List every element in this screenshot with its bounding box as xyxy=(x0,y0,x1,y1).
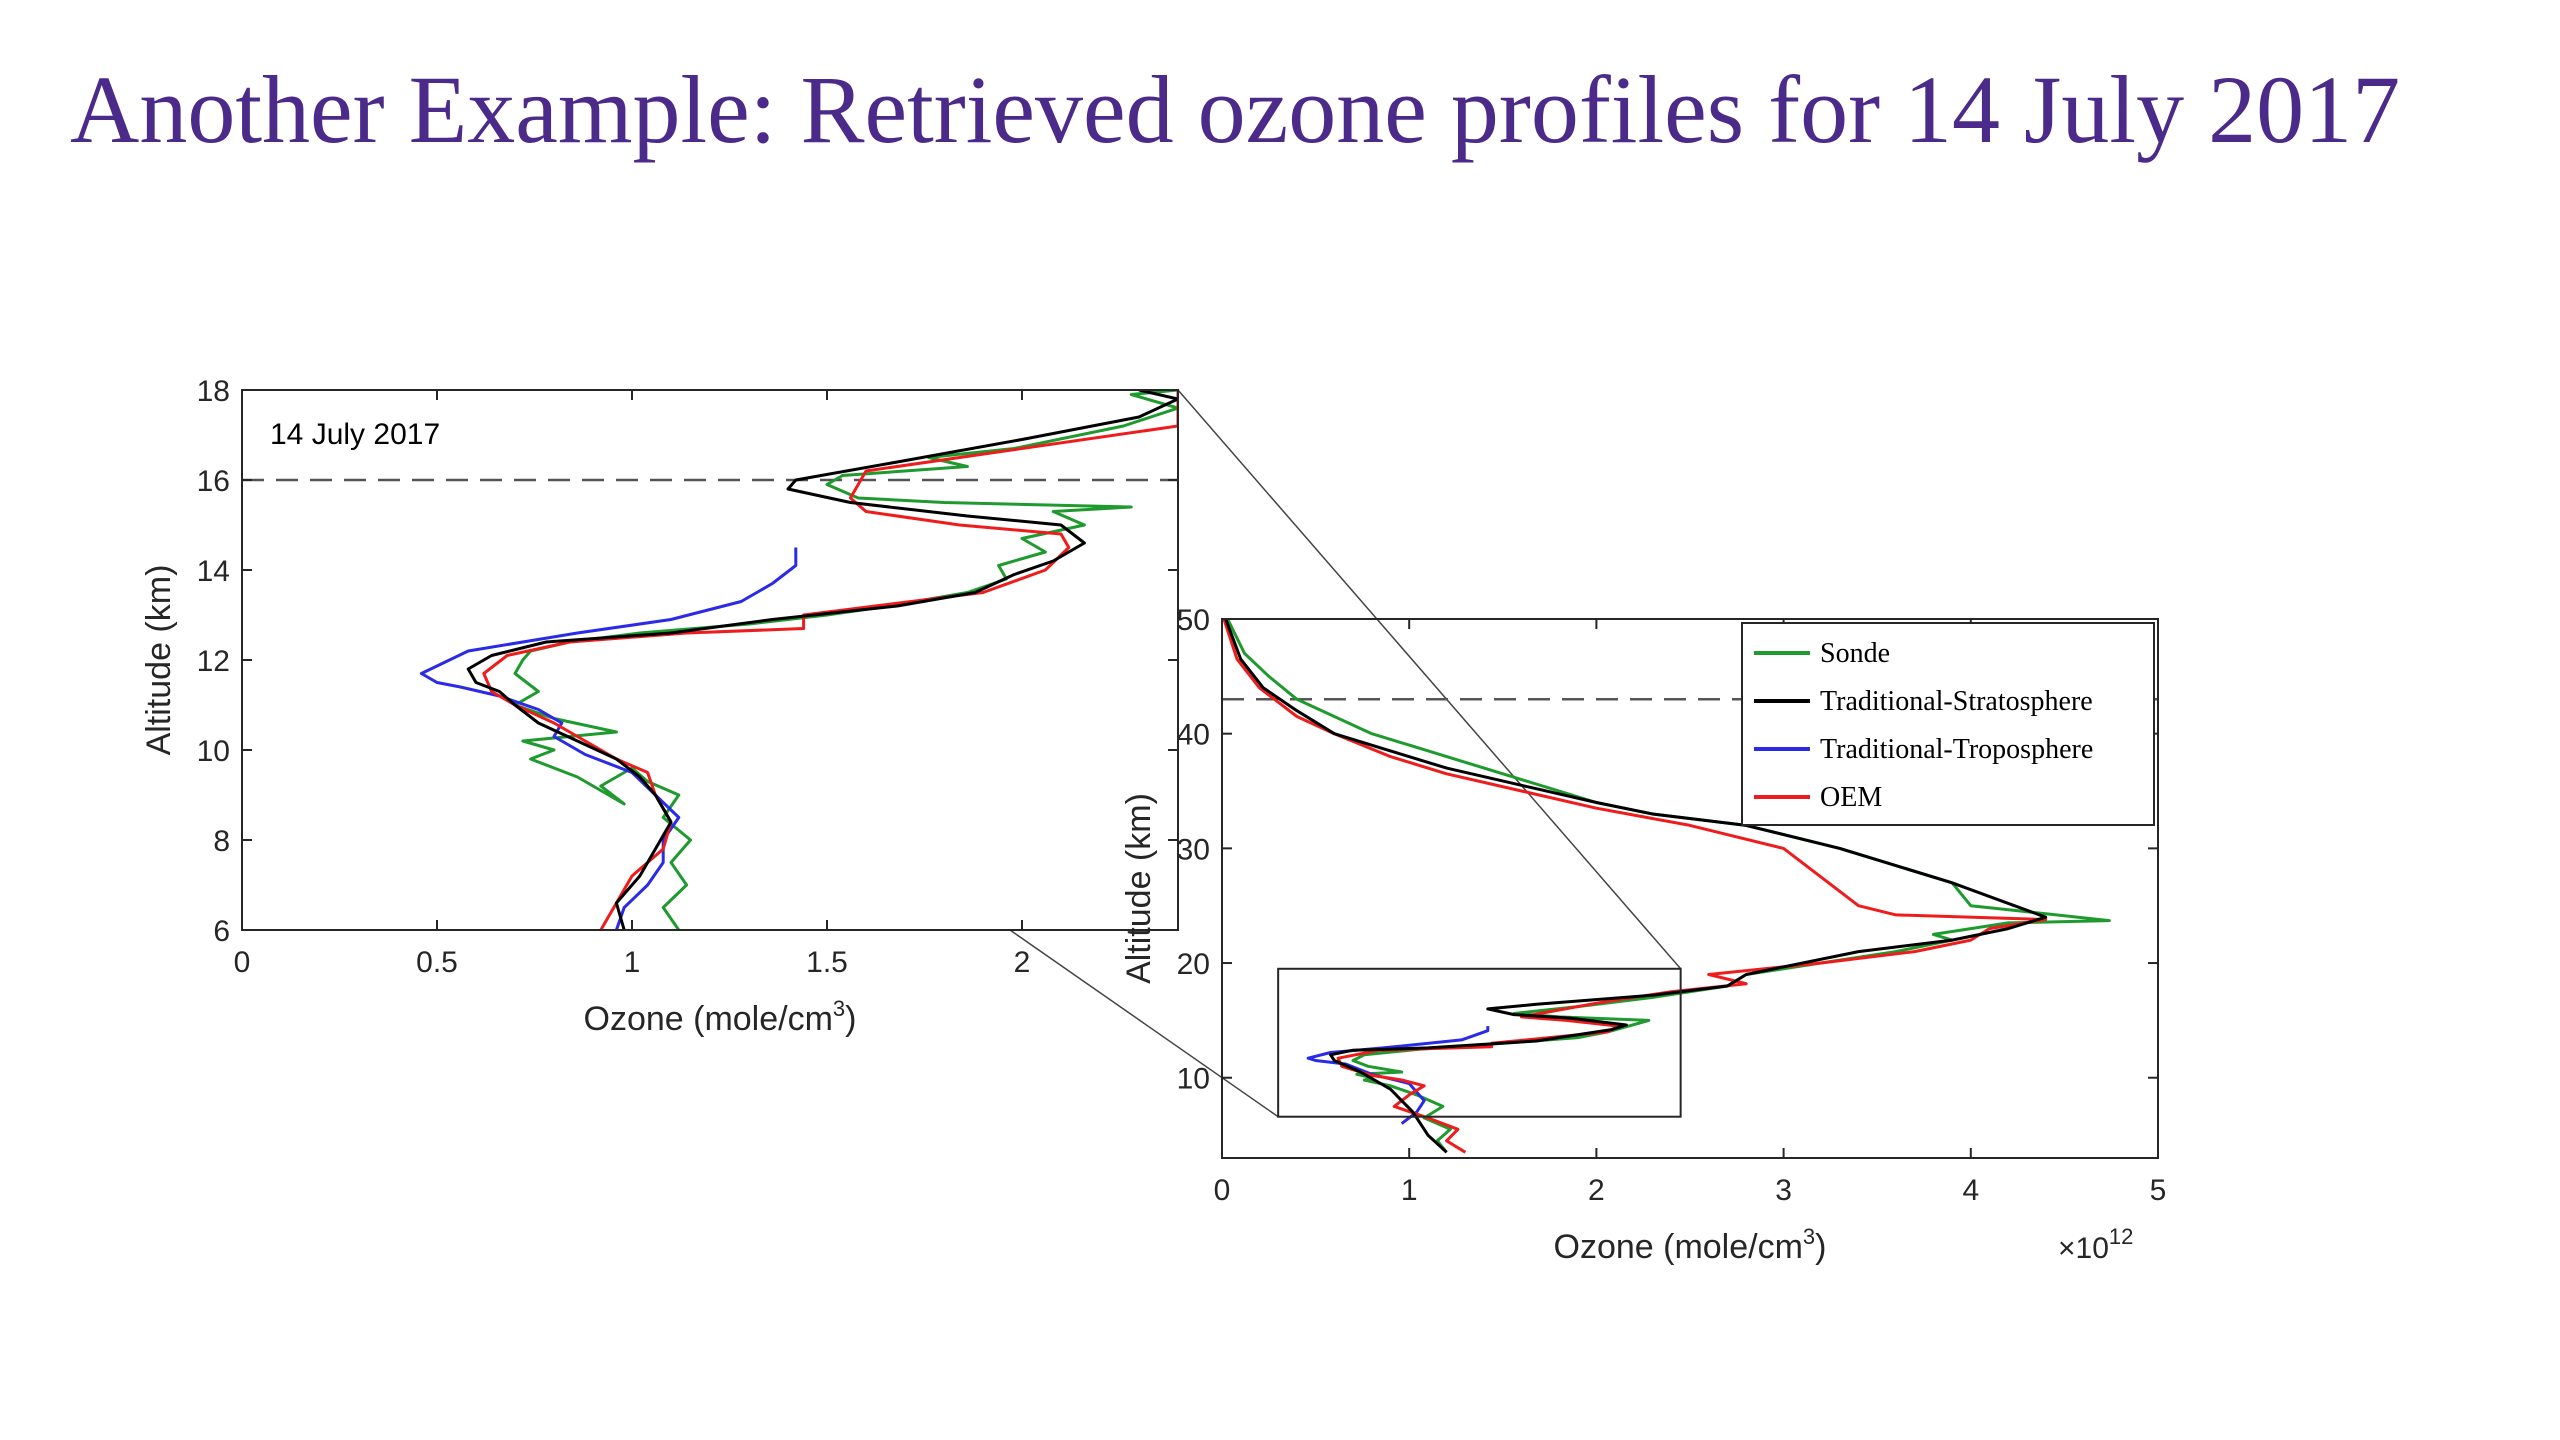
legend-box xyxy=(1741,622,2155,826)
y-tick-label: 18 xyxy=(197,375,230,408)
legend-entry-traditional-stratosphere: Traditional-Stratosphere xyxy=(1820,686,2093,717)
x-axis-label: Ozone (mole/cm3) xyxy=(584,996,857,1038)
y-tick-label: 10 xyxy=(1177,1063,1210,1096)
callout-line-top xyxy=(1177,389,1682,970)
y-axis-label: Altitude (km) xyxy=(1120,793,1158,984)
y-tick-label: 12 xyxy=(197,645,230,678)
x-axis-label: Ozone (mole/cm3) xyxy=(1554,1224,1827,1266)
series-line-oem xyxy=(482,390,1178,930)
series-line-traditional-troposphere xyxy=(1306,1026,1490,1125)
y-tick-label: 16 xyxy=(197,465,230,498)
y-tick-label: 8 xyxy=(213,825,230,858)
x-tick-label: 2 xyxy=(1588,1174,1605,1207)
zoom-panel: 0 0.5 1 1.5 2 6 8 10 12 14 16 18 Ozone (mole/cm3) Alt… xyxy=(140,375,1179,1038)
y-tick-label: 50 xyxy=(1177,604,1210,637)
legend-entry-traditional-troposphere: Traditional-Troposphere xyxy=(1820,734,2093,765)
x-tick-label: 0 xyxy=(234,946,251,979)
panel-annotation: 14 July 2017 xyxy=(270,418,440,451)
slide-title: Another Example: Retrieved ozone profile… xyxy=(70,56,2401,163)
series-line-traditional-stratosphere xyxy=(466,390,1178,930)
x-tick-label: 0 xyxy=(1214,1174,1231,1207)
legend-entry-sonde: Sonde xyxy=(1820,638,1890,669)
x-tick-label: 1 xyxy=(624,946,641,979)
x-tick-label: 1.5 xyxy=(806,946,848,979)
series-line-traditional-stratosphere xyxy=(1224,619,2048,1154)
y-tick-label: 30 xyxy=(1177,833,1210,866)
y-axis-label: Altitude (km) xyxy=(140,565,178,756)
x-tick-label: 0.5 xyxy=(416,946,458,979)
callout-line-bottom xyxy=(1009,929,1279,1118)
y-tick-label: 10 xyxy=(197,735,230,768)
x-tick-label: 1 xyxy=(1401,1174,1418,1207)
x-axis-multiplier: ×1012 xyxy=(2058,1224,2133,1265)
axes-box xyxy=(241,389,1179,931)
y-tick-label: 6 xyxy=(213,915,230,948)
legend-entry-oem: OEM xyxy=(1820,782,1882,813)
x-tick-label: 3 xyxy=(1775,1174,1792,1207)
x-tick-label: 5 xyxy=(2150,1174,2167,1207)
y-tick-label: 40 xyxy=(1177,719,1210,752)
series-line-traditional-troposphere xyxy=(419,547,798,930)
y-tick-label: 14 xyxy=(197,555,230,588)
zoom-extent-box xyxy=(1277,967,1682,1118)
x-tick-label: 4 xyxy=(1962,1174,1979,1207)
legend: Sonde Traditional-Stratosphere Traditional… xyxy=(1741,622,2155,826)
y-tick-label: 20 xyxy=(1177,948,1210,981)
full-profile-panel: 0 1 2 3 4 5 10 20 30 40 50 Ozone (mole/cm3) Altitude… xyxy=(1120,604,2166,1266)
x-tick-label: 2 xyxy=(1014,946,1031,979)
axes-box xyxy=(1221,618,2159,1159)
